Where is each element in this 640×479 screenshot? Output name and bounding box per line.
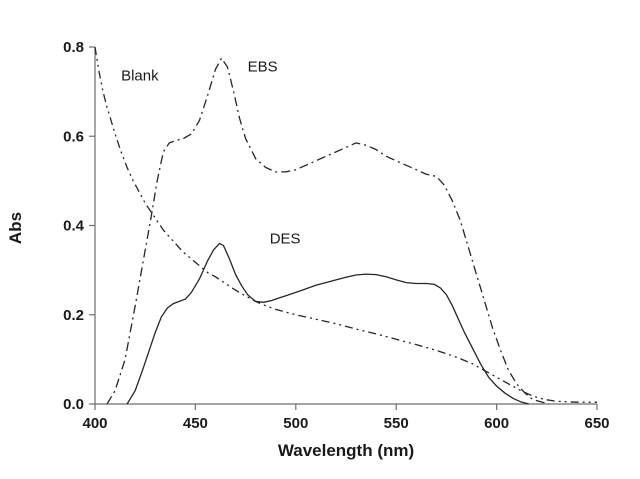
x-tick-label: 450	[183, 415, 208, 432]
series-label-des: DES	[270, 230, 301, 247]
series-line-blank	[94, 46, 597, 403]
x-tick-label: 500	[283, 415, 308, 432]
series-line-ebs	[106, 56, 549, 405]
y-tick-label: 0.2	[63, 307, 84, 324]
x-axis-title: Wavelength (nm)	[277, 441, 415, 460]
y-axis-title: Abs	[6, 211, 25, 245]
y-tick-label: 0.8	[63, 39, 84, 56]
series-line-des	[126, 242, 529, 405]
x-tick-label: 650	[584, 415, 609, 432]
axes	[89, 46, 598, 410]
x-tick-label: 600	[484, 415, 509, 432]
y-tick-label: 0.6	[63, 128, 84, 145]
series-label-blank: Blank	[121, 67, 159, 84]
series-label-ebs: EBS	[248, 59, 278, 76]
y-tick-label: 0.0	[63, 396, 84, 413]
x-tick-label: 550	[384, 415, 409, 432]
y-tick-label: 0.4	[63, 218, 85, 235]
x-tick-label: 400	[82, 415, 107, 432]
